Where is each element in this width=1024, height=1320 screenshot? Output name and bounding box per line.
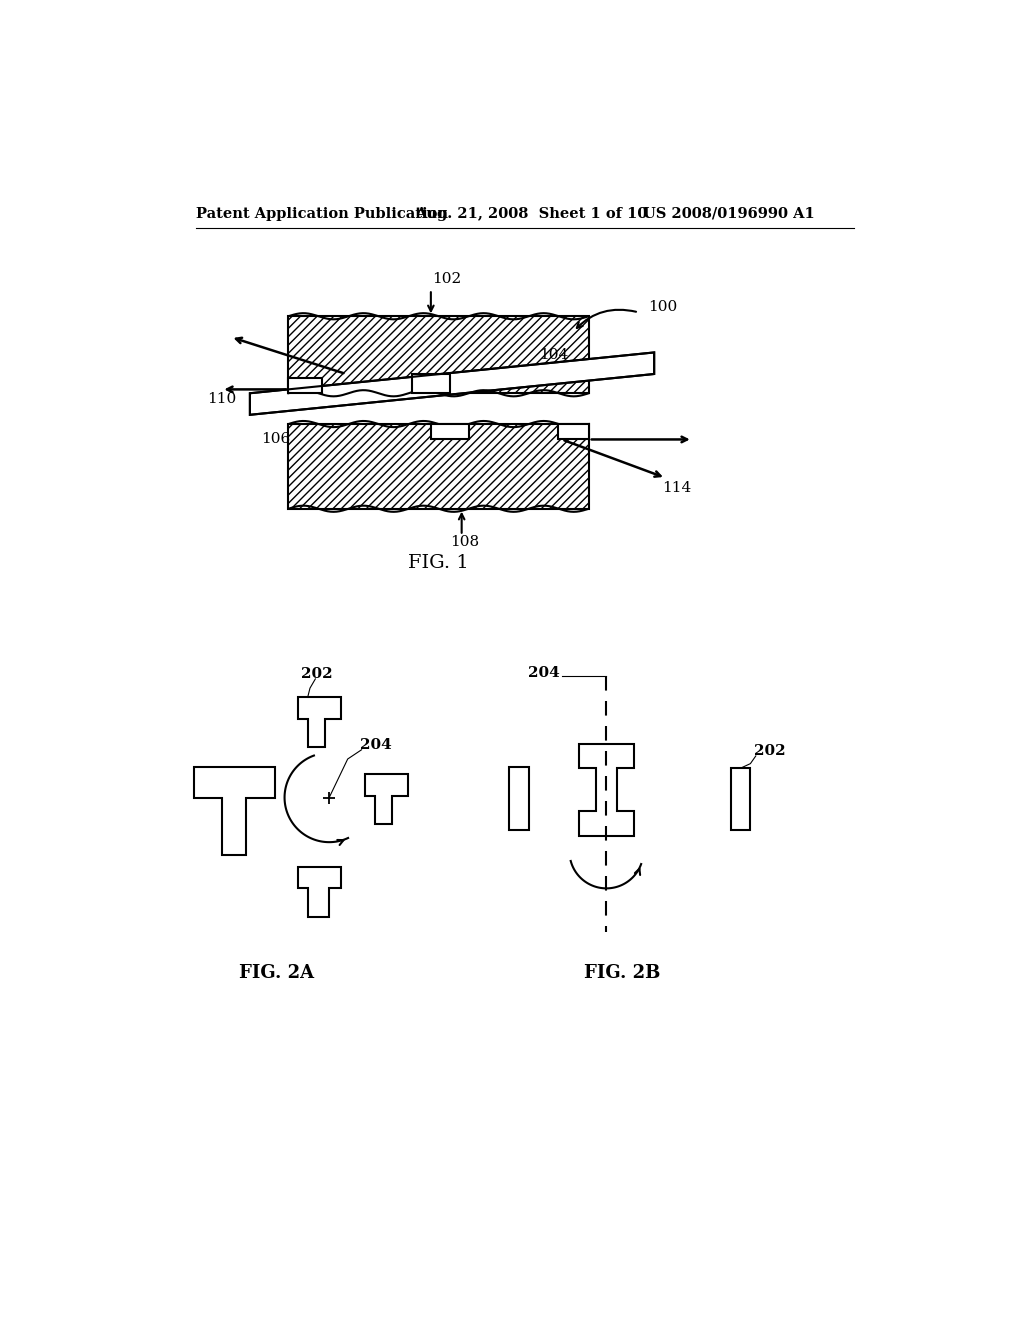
Text: 102: 102 [432,272,462,286]
Polygon shape [558,424,589,440]
Text: Aug. 21, 2008  Sheet 1 of 10: Aug. 21, 2008 Sheet 1 of 10 [416,207,648,220]
Bar [289,424,589,508]
Text: FIG. 1: FIG. 1 [409,553,469,572]
Text: 204: 204 [528,665,560,680]
Text: 108: 108 [451,535,479,549]
Text: 110: 110 [208,392,237,405]
Polygon shape [412,374,451,393]
Polygon shape [289,378,322,393]
Text: US 2008/0196990 A1: US 2008/0196990 A1 [643,207,814,220]
Bar [289,317,589,393]
Bar [289,317,589,393]
Text: 100: 100 [648,300,677,314]
Text: 104: 104 [539,347,568,362]
Text: 202: 202 [755,744,785,758]
Text: 204: 204 [360,738,392,752]
Text: 106: 106 [261,433,291,446]
Text: 114: 114 [662,480,691,495]
Polygon shape [431,424,469,440]
Bar [289,424,589,508]
Text: FIG. 2B: FIG. 2B [584,964,660,982]
Text: 202: 202 [301,668,333,681]
Polygon shape [250,352,654,414]
Text: Patent Application Publication: Patent Application Publication [196,207,449,220]
Text: FIG. 2A: FIG. 2A [240,964,314,982]
